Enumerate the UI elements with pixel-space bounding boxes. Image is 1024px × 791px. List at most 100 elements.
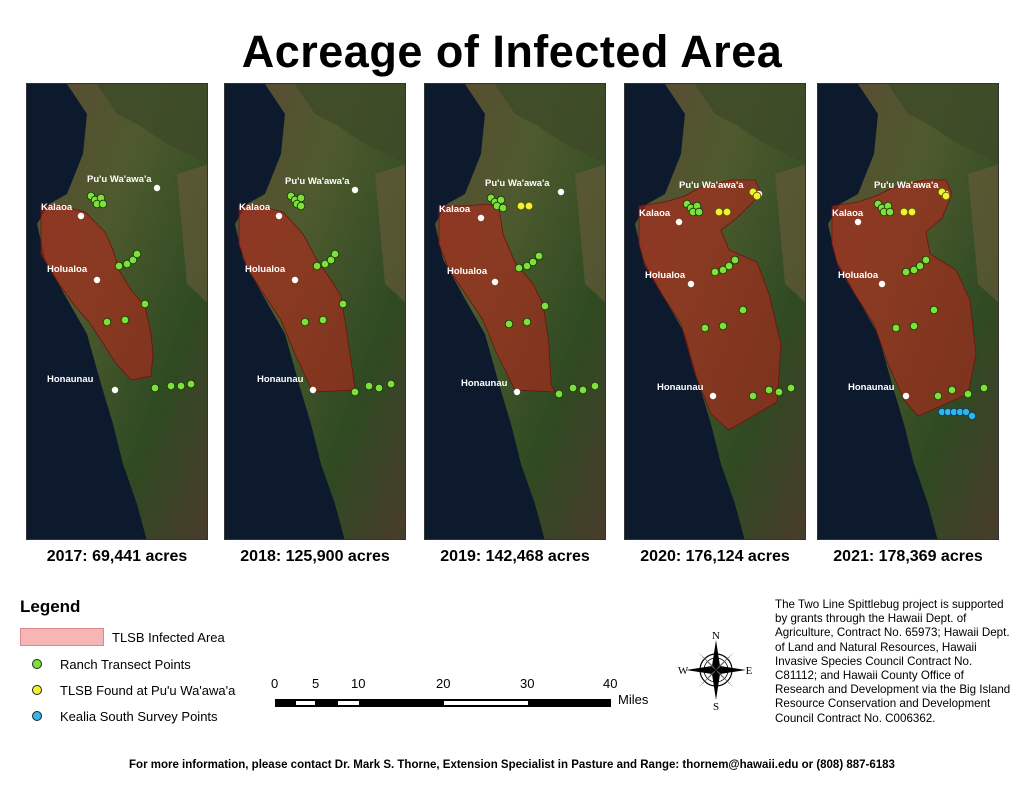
scale-bar: [275, 699, 611, 707]
ranch-transect-point: [374, 383, 384, 393]
ranch-transect-point: [764, 385, 774, 395]
infected-area: [40, 205, 154, 381]
tlsb-found-point: [714, 207, 724, 217]
ranch-transect-point: [534, 251, 544, 261]
caption-2019: 2019: 142,468 acres: [440, 548, 590, 565]
ranch-transect-point: [176, 381, 186, 391]
place-label: Holualoa: [645, 270, 686, 281]
ranch-transect-point: [120, 315, 130, 325]
town-point: [675, 218, 683, 226]
ranch-transect-point: [330, 249, 340, 259]
ranch-transect-point: [738, 305, 748, 315]
ranch-transect-point: [350, 387, 360, 397]
ranch-transect-point: [963, 389, 973, 399]
map-svg: Pu'u Wa'awa'a Kalaoa Holualoa Honaunau: [625, 84, 805, 539]
ranch-transect-point: [909, 321, 919, 331]
compass-rose-icon: N S E W: [678, 630, 753, 710]
ranch-transect-point: [522, 317, 532, 327]
ranch-transect-point: [522, 261, 532, 271]
ranch-transect-point: [528, 257, 538, 267]
ranch-transect-point: [590, 381, 600, 391]
scale-tick-10: 10: [351, 676, 366, 691]
ranch-transect-point: [786, 383, 796, 393]
legend-item-kealia: Kealia South Survey Points: [24, 706, 218, 726]
ranch-transect-point: [504, 319, 514, 329]
legend-label: Kealia South Survey Points: [60, 708, 218, 724]
place-label: Holualoa: [245, 264, 286, 275]
tlsb-found-point: [516, 201, 526, 211]
yellow-dot-icon: [32, 685, 42, 695]
place-label: Honaunau: [657, 382, 704, 393]
place-label: Pu'u Wa'awa'a: [285, 176, 350, 187]
tlsb-found-point: [941, 191, 951, 201]
compass-s: S: [713, 701, 719, 710]
infected-area: [638, 179, 782, 431]
page-title: Acreage of Infected Area: [241, 26, 783, 77]
ranch-transect-point: [326, 255, 336, 265]
ranch-transect-point: [694, 207, 704, 217]
town-point: [709, 392, 717, 400]
tlsb-found-point: [752, 191, 762, 201]
scale-tick-20: 20: [436, 676, 451, 691]
infected-area-swatch: [20, 628, 104, 646]
ranch-transect-point: [915, 261, 925, 271]
town-point: [275, 212, 283, 220]
contact-footer: For more information, please contact Dr.…: [129, 759, 895, 771]
town-point: [513, 388, 521, 396]
ranch-transect-point: [700, 323, 710, 333]
ranch-transect-point: [114, 261, 124, 271]
kealia-survey-point: [961, 407, 970, 416]
town-point: [854, 218, 862, 226]
scale-unit: Miles: [618, 692, 649, 707]
infected-area: [831, 179, 977, 417]
place-label: Honaunau: [257, 374, 304, 385]
tlsb-found-point: [899, 207, 909, 217]
ranch-transect-point: [364, 381, 374, 391]
ranch-transect-point: [386, 379, 396, 389]
town-point: [477, 214, 485, 222]
place-label: Kalaoa: [832, 208, 864, 219]
place-label: Holualoa: [447, 266, 488, 277]
legend-label: TLSB Infected Area: [112, 629, 225, 645]
place-label: Kalaoa: [639, 208, 671, 219]
map-panel-2020: Pu'u Wa'awa'a Kalaoa Holualoa Honaunau: [624, 83, 806, 540]
compass-w: W: [678, 665, 689, 677]
place-label: Kalaoa: [239, 202, 271, 213]
infected-area: [238, 205, 356, 393]
ranch-transect-point: [140, 299, 150, 309]
place-label: Honaunau: [848, 382, 895, 393]
caption-2017: 2017: 69,441 acres: [46, 548, 188, 565]
place-label: Pu'u Wa'awa'a: [485, 178, 550, 189]
town-point: [351, 186, 359, 194]
place-label: Honaunau: [47, 374, 94, 385]
town-point: [878, 280, 886, 288]
ranch-transect-point: [774, 387, 784, 397]
caption-2018: 2018: 125,900 acres: [240, 548, 390, 565]
ranch-transect-point: [929, 305, 939, 315]
scale-tick-0: 0: [271, 676, 279, 691]
town-point: [902, 392, 910, 400]
ranch-transect-point: [296, 201, 306, 211]
ranch-transect-point: [947, 385, 957, 395]
ranch-transect-point: [318, 315, 328, 325]
town-point: [111, 386, 119, 394]
map-panel-2021: Pu'u Wa'awa'a Kalaoa Holualoa Honaunau: [817, 83, 999, 540]
ranch-transect-point: [514, 263, 524, 273]
town-point: [557, 188, 565, 196]
ranch-transect-point: [724, 261, 734, 271]
place-label: Pu'u Wa'awa'a: [87, 174, 152, 185]
scale-tick-30: 30: [520, 676, 535, 691]
ranch-transect-point: [540, 301, 550, 311]
ranch-transect-point: [496, 195, 506, 205]
ranch-transect-point: [150, 383, 160, 393]
place-label: Kalaoa: [41, 202, 73, 213]
green-dot-icon: [32, 659, 42, 669]
caption-2021: 2021: 178,369 acres: [833, 548, 983, 565]
place-label: Holualoa: [838, 270, 879, 281]
map-panel-2019: Pu'u Wa'awa'a Kalaoa Holualoa Honaunau: [424, 83, 606, 540]
map-panel-2017: Pu'u Wa'awa'a Kalaoa Holualoa Honaunau: [26, 83, 208, 540]
map-svg: Pu'u Wa'awa'a Kalaoa Holualoa Honaunau: [425, 84, 605, 539]
compass-e: E: [746, 665, 753, 677]
ranch-transect-point: [312, 261, 322, 271]
ranch-transect-point: [909, 265, 919, 275]
